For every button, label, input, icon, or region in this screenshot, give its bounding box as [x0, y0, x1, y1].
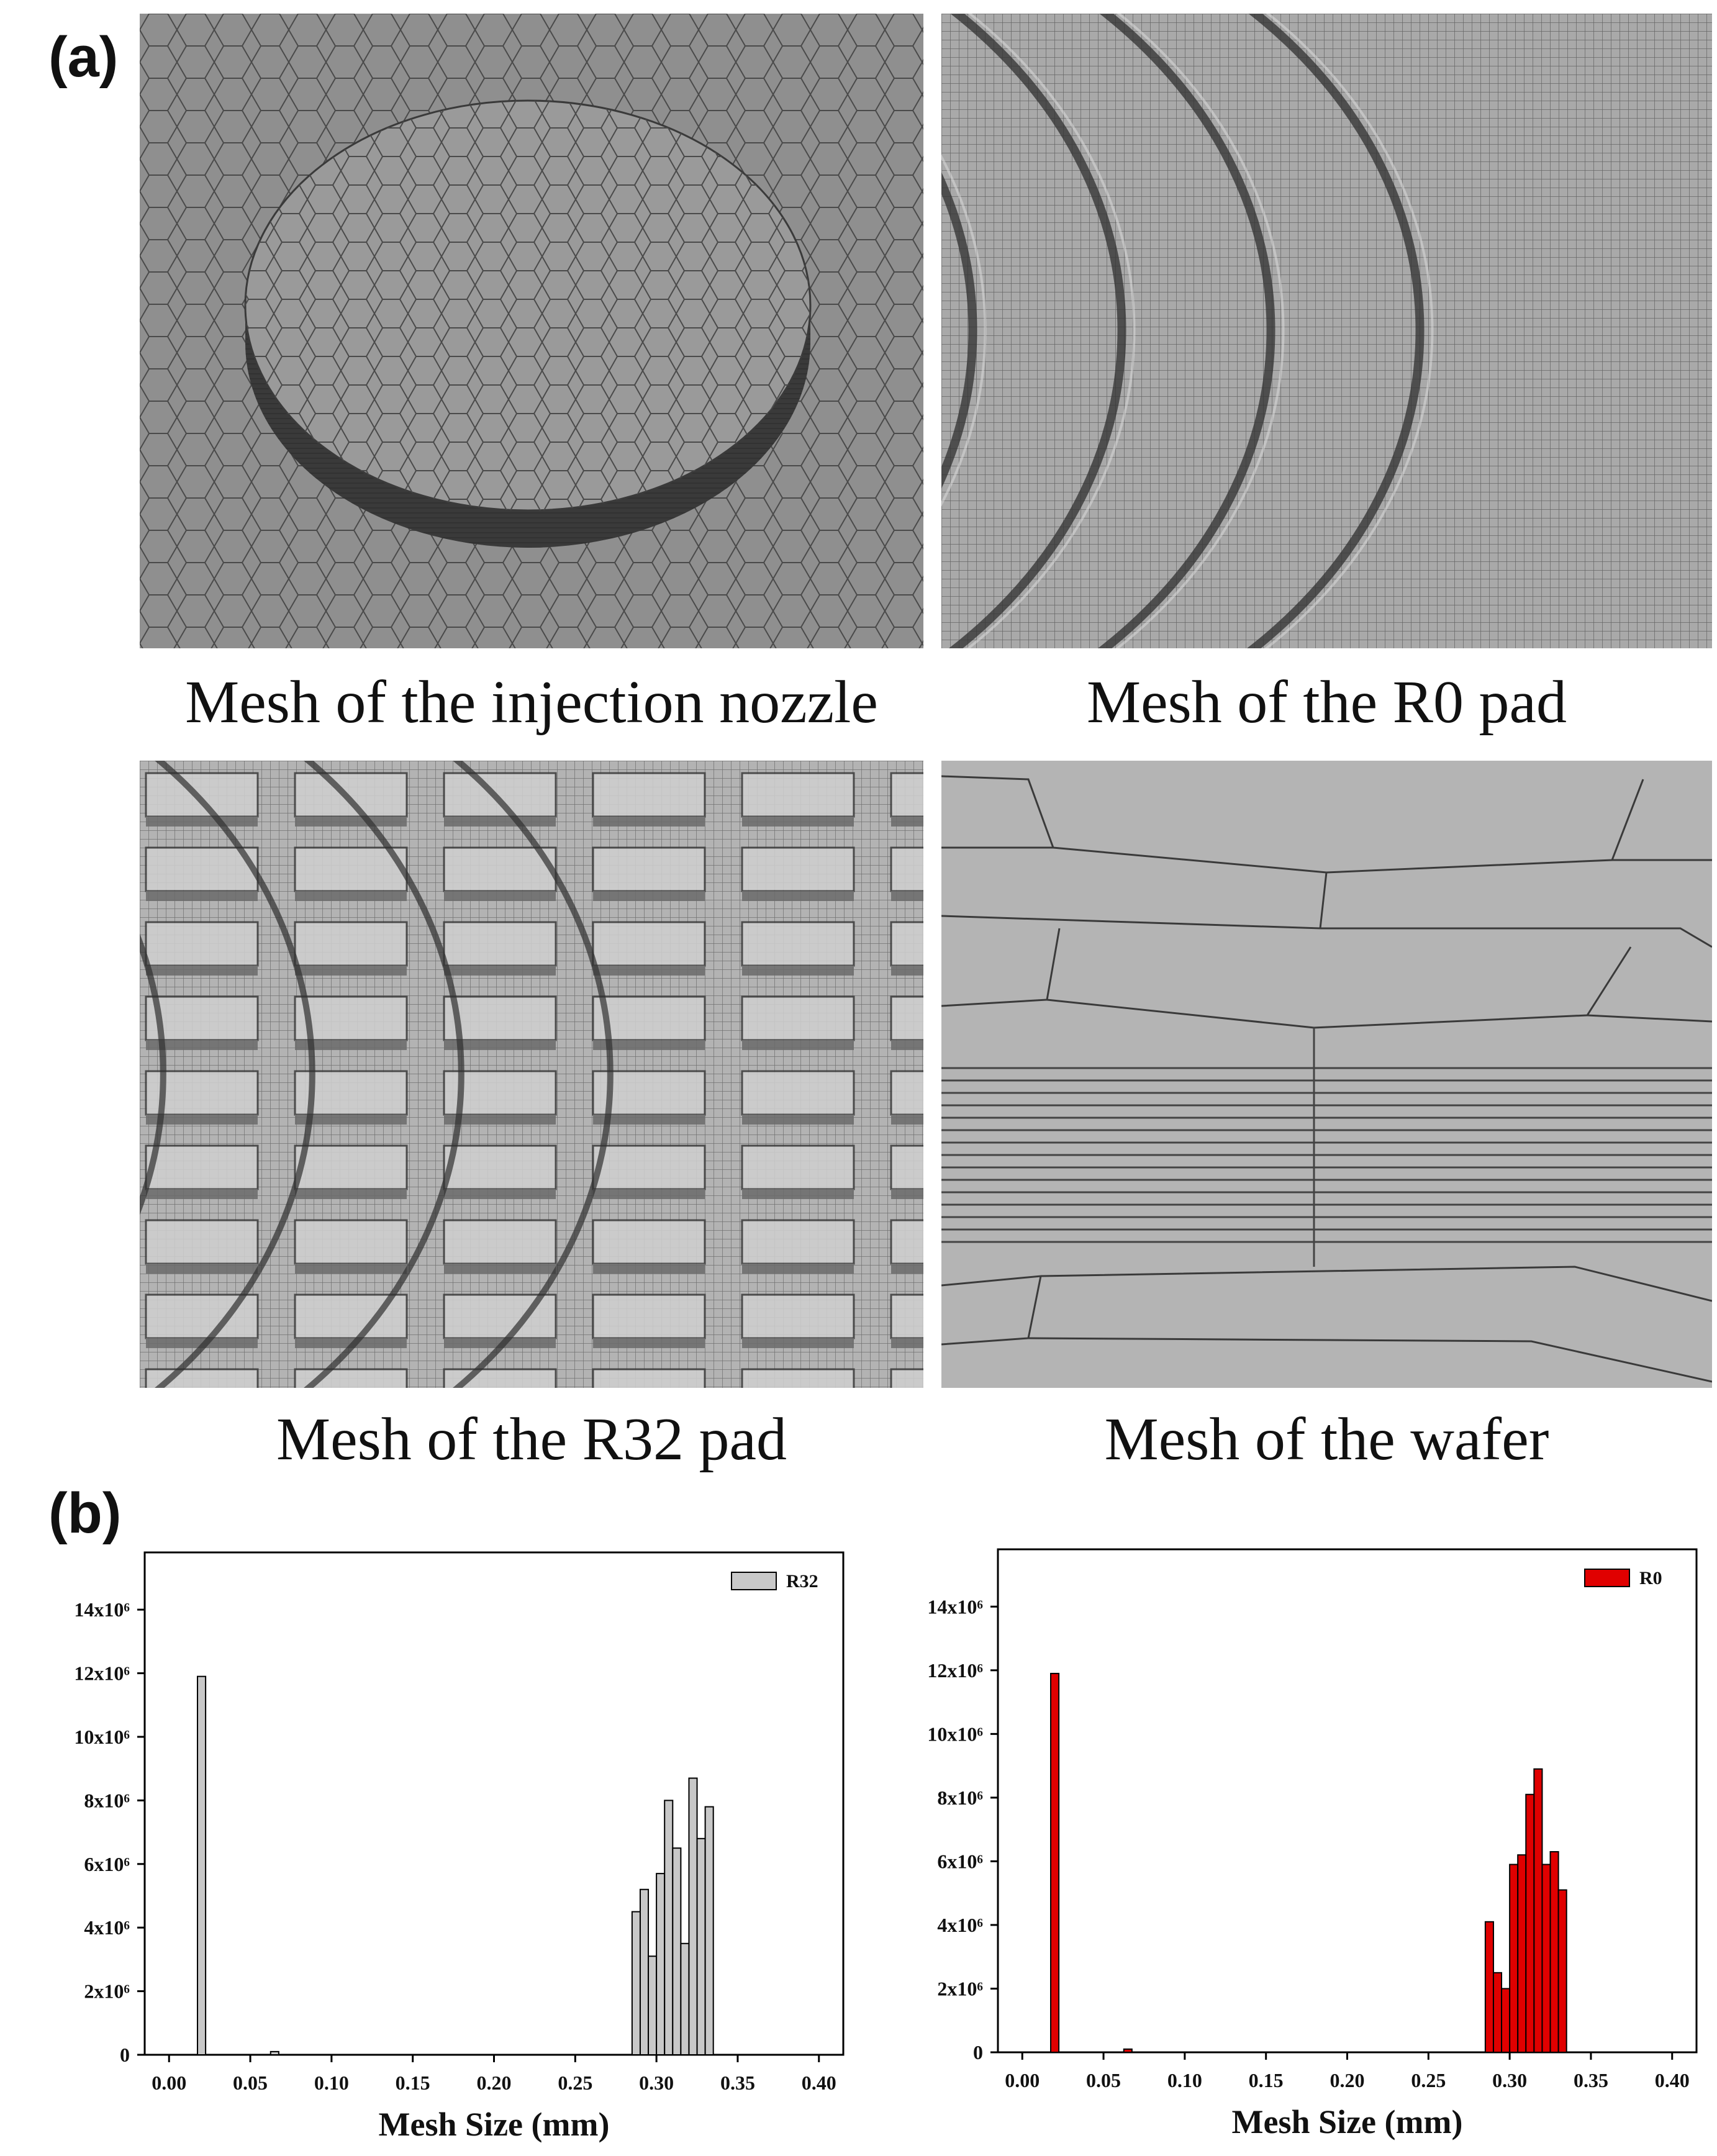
y-tick-label: 12x10⁶ [927, 1659, 983, 1682]
y-tick-label: 0 [120, 2044, 130, 2066]
histogram-bar [648, 1955, 658, 2055]
panel-a-label: (a) [48, 25, 119, 89]
x-tick-label: 0.05 [233, 2072, 268, 2094]
y-tick-label: 10x10⁶ [74, 1726, 130, 1748]
x-axis-label: Mesh Size (mm) [379, 2106, 610, 2143]
y-tick-label: 2x10⁶ [937, 1977, 983, 2000]
histogram-bar [1525, 1793, 1535, 2053]
x-tick-label: 0.40 [1655, 2069, 1690, 2091]
y-tick-label: 14x10⁶ [927, 1595, 983, 1618]
x-tick-label: 0.20 [477, 2072, 512, 2094]
histogram-bar [656, 1873, 666, 2055]
histogram-bar [696, 1837, 706, 2056]
histogram-bar [270, 2050, 279, 2056]
y-tick-label: 6x10⁶ [937, 1850, 983, 1872]
histogram-bar [631, 1911, 641, 2056]
y-tick-label: 4x10⁶ [937, 1914, 983, 1936]
y-tick-label: 10x10⁶ [927, 1723, 983, 1745]
histogram-bar [639, 1888, 650, 2055]
histogram-bar [197, 1675, 207, 2055]
r32-histogram-chart: 0 2x10⁶ 4x10⁶ 6x10⁶ 8x10⁶ 10x10⁶ 12x10⁶ 14x10⁶ 0… [0, 1551, 845, 2143]
r32-pad-mesh-image [140, 761, 923, 1388]
r0-pad-mesh-image [941, 14, 1712, 648]
x-tick-label: 0.25 [558, 2072, 592, 2094]
y-tick-label: 4x10⁶ [84, 1916, 130, 1939]
y-tick-label: 0 [973, 2041, 983, 2063]
histogram-bar [1050, 1672, 1060, 2053]
x-tick-label: 0.40 [802, 2072, 836, 2094]
histogram-bar [680, 1942, 690, 2055]
wafer-caption: Mesh of the wafer [1104, 1406, 1549, 1473]
histogram-bar [664, 1800, 674, 2055]
histogram-bar [672, 1847, 682, 2055]
y-tick-label: 8x10⁶ [84, 1789, 130, 1811]
panel-b-label: (b) [48, 1482, 122, 1545]
y-axis-label: Count [0, 1759, 3, 1848]
wafer-mesh-image [941, 761, 1712, 1388]
legend-label: R0 [1639, 1568, 1662, 1588]
nozzle-caption: Mesh of the injection nozzle [185, 669, 878, 736]
r0-pad-caption: Mesh of the R0 pad [1087, 669, 1567, 736]
histogram-bar [1484, 1921, 1494, 2053]
y-tick-label: 12x10⁶ [74, 1662, 130, 1685]
plot-frame [997, 1548, 1698, 2054]
histogram-bar [1123, 2048, 1133, 2053]
histogram-bar [1517, 1854, 1527, 2054]
histogram-bar [1533, 1768, 1543, 2053]
r32-pad-caption: Mesh of the R32 pad [276, 1406, 787, 1473]
x-tick-label: 0.30 [639, 2072, 674, 2094]
histogram-bar [1549, 1851, 1559, 2053]
x-tick-label: 0.15 [396, 2072, 430, 2094]
r0-histogram-chart: 0 2x10⁶ 4x10⁶ 6x10⁶ 8x10⁶ 10x10⁶ 12x10⁶ 14x10⁶ 0… [927, 1548, 1698, 2140]
x-tick-label: 0.30 [1492, 2069, 1527, 2091]
x-axis-label: Mesh Size (mm) [1232, 2103, 1463, 2140]
x-tick-label: 0.35 [1574, 2069, 1608, 2091]
x-tick-label: 0.25 [1411, 2069, 1446, 2091]
x-tick-label: 0.35 [720, 2072, 755, 2094]
x-tick-label: 0.10 [1167, 2069, 1202, 2091]
y-tick-label: 8x10⁶ [937, 1787, 983, 1809]
plot-frame [143, 1551, 845, 2056]
histogram-bar [704, 1806, 714, 2055]
legend-label: R32 [786, 1571, 818, 1592]
histogram-bar [1509, 1864, 1519, 2053]
y-tick-label: 14x10⁶ [74, 1598, 130, 1621]
nozzle-mesh-image [140, 14, 923, 648]
legend-swatch [731, 1572, 777, 1590]
x-tick-label: 0.15 [1249, 2069, 1284, 2091]
histogram-bar [1492, 1972, 1503, 2053]
legend-swatch [1584, 1569, 1630, 1587]
x-tick-label: 0.10 [314, 2072, 349, 2094]
histogram-bar [1501, 1988, 1511, 2054]
x-tick-label: 0.20 [1330, 2069, 1365, 2091]
histogram-bar [688, 1777, 698, 2055]
histogram-bar [1541, 1864, 1551, 2053]
histogram-bar [1557, 1889, 1567, 2053]
x-tick-label: 0.00 [1005, 2069, 1040, 2091]
y-tick-label: 6x10⁶ [84, 1853, 130, 1875]
x-tick-label: 0.05 [1086, 2069, 1121, 2091]
y-tick-label: 2x10⁶ [84, 1980, 130, 2003]
x-tick-label: 0.00 [152, 2072, 186, 2094]
